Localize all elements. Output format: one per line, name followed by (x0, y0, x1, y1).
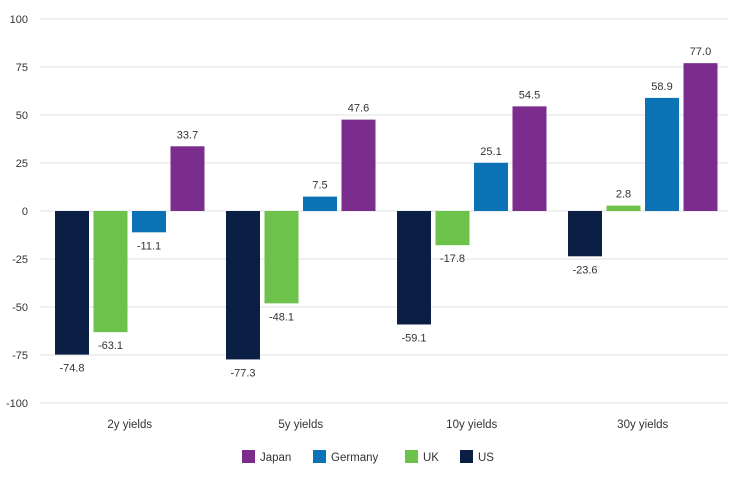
data-label: 25.1 (480, 146, 501, 158)
bar-us (226, 211, 260, 360)
data-label: -59.1 (401, 332, 426, 344)
legend-label-us: US (478, 452, 494, 464)
bar-germany (474, 162, 508, 211)
y-tick-label: 50 (16, 110, 28, 122)
bar-japan (170, 146, 205, 211)
data-label: -63.1 (98, 340, 123, 352)
legend-swatch-us (460, 450, 473, 463)
bar-uk (264, 211, 299, 304)
data-label: 47.6 (348, 103, 369, 115)
y-tick-label: -25 (12, 254, 28, 266)
bar-japan (683, 63, 718, 211)
data-label: -23.6 (572, 264, 597, 276)
legend-swatch-japan (242, 450, 255, 463)
bar-germany (645, 97, 679, 211)
y-tick-label: 0 (22, 206, 28, 218)
bar-germany (303, 196, 337, 211)
data-label: -77.3 (230, 367, 255, 379)
data-label: -11.1 (137, 240, 161, 252)
bar-germany (132, 211, 166, 233)
data-label: 77.0 (690, 46, 711, 58)
legend-swatch-uk (405, 450, 418, 463)
data-label: 33.7 (177, 129, 198, 141)
data-label: 7.5 (312, 180, 327, 192)
data-label: -48.1 (269, 311, 294, 323)
data-label: 2.8 (616, 189, 631, 201)
x-tick-label: 10y yields (446, 419, 497, 431)
y-tick-label: 100 (10, 14, 28, 26)
legend-label-japan: Japan (260, 452, 291, 464)
bar-us (397, 211, 431, 325)
bar-uk (435, 211, 470, 246)
data-label: 58.9 (651, 81, 672, 93)
data-label: -17.8 (440, 253, 465, 265)
x-tick-label: 5y yields (278, 419, 323, 431)
data-label: -74.8 (59, 363, 84, 375)
y-tick-label: -75 (12, 350, 28, 362)
legend-swatch-germany (313, 450, 326, 463)
legend-label-uk: UK (423, 452, 439, 464)
x-tick-label: 30y yields (617, 419, 668, 431)
bar-uk (606, 205, 641, 211)
x-tick-label: 2y yields (107, 419, 152, 431)
y-tick-label: 75 (16, 62, 28, 74)
data-label: 54.5 (519, 89, 540, 101)
bar-japan (512, 106, 547, 211)
bar-us (55, 211, 89, 355)
y-tick-label: 25 (16, 158, 28, 170)
y-tick-label: -100 (6, 398, 28, 410)
y-tick-label: -50 (12, 302, 28, 314)
bar-japan (341, 119, 376, 211)
bar-us (568, 211, 602, 257)
bar-uk (93, 211, 128, 333)
legend-label-germany: Germany (331, 452, 379, 464)
